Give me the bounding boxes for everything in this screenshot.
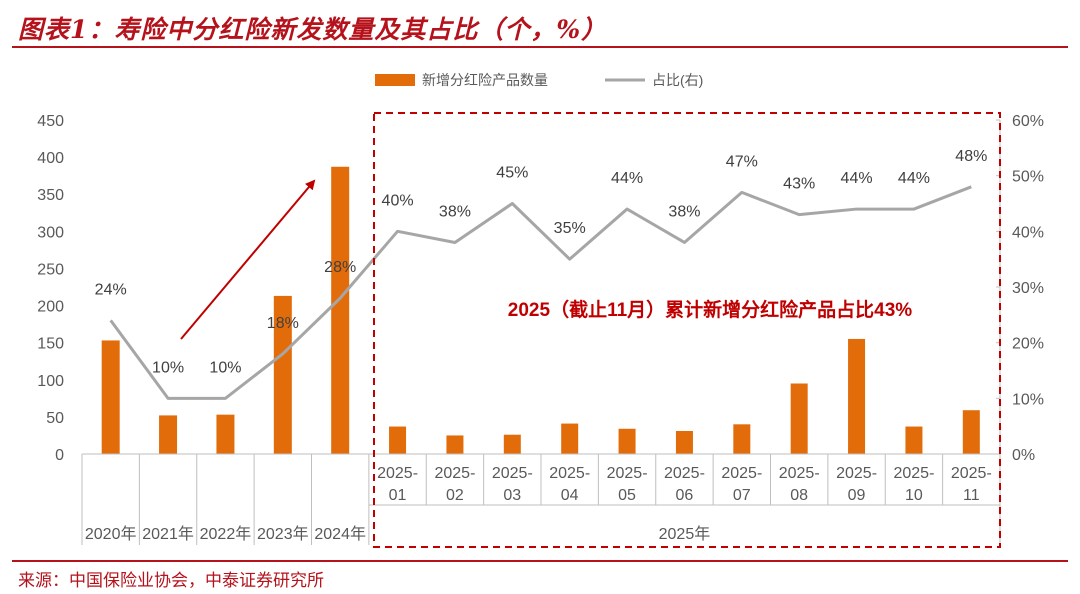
right-axis-tick-label: 30% bbox=[1012, 280, 1044, 297]
bar-2025-04 bbox=[561, 423, 579, 454]
share-label-2025-03: 45% bbox=[496, 165, 528, 182]
bar-2025-02 bbox=[446, 435, 464, 454]
legend-label-line: 占比(右) bbox=[652, 72, 703, 88]
share-label-2025-04: 35% bbox=[554, 220, 586, 237]
right-axis-tick-label: 60% bbox=[1012, 113, 1044, 130]
share-label-2025-10: 44% bbox=[898, 170, 930, 187]
x-tick-label: 2020年 bbox=[85, 525, 137, 543]
highlight-box-2025 bbox=[373, 112, 1001, 548]
x-tick-label: 04 bbox=[561, 487, 579, 504]
left-axis-tick-label: 250 bbox=[37, 261, 64, 278]
share-label-2025-06: 38% bbox=[668, 203, 700, 220]
right-axis: 0% 10% 20% 30% 40% 50% 60% bbox=[996, 113, 1044, 464]
x-tick-label: 2021年 bbox=[142, 525, 194, 543]
share-label-2024年: 28% bbox=[324, 259, 356, 276]
share-label-2022年: 10% bbox=[209, 359, 241, 376]
x-tick-label: 2022年 bbox=[200, 525, 252, 543]
share-label-2025-11: 48% bbox=[955, 148, 987, 165]
x-tick-label: 2025- bbox=[664, 465, 705, 482]
bar-series bbox=[101, 166, 980, 454]
x-tick-label: 2025- bbox=[377, 465, 418, 482]
title-divider bbox=[12, 46, 1068, 48]
x-tick-label: 06 bbox=[676, 487, 694, 504]
left-axis-tick-label: 0 bbox=[55, 447, 64, 464]
share-label-2025-08: 43% bbox=[783, 176, 815, 193]
bar-2025-10 bbox=[905, 426, 923, 454]
right-axis-tick-label: 10% bbox=[1012, 391, 1044, 408]
left-axis-tick-label: 350 bbox=[37, 187, 64, 204]
x-tick-label: 10 bbox=[905, 487, 923, 504]
bar-2025-06 bbox=[675, 430, 693, 454]
x-tick-label: 2025- bbox=[607, 465, 648, 482]
bar-2022年 bbox=[216, 414, 235, 454]
x-tick-label: 05 bbox=[618, 487, 636, 504]
bar-2025-03 bbox=[503, 434, 521, 454]
legend-label-bar: 新增分红险产品数量 bbox=[422, 72, 548, 88]
x-tick-label: 07 bbox=[733, 487, 751, 504]
left-axis-tick-label: 450 bbox=[37, 113, 64, 130]
x-tick-label: 2023年 bbox=[257, 525, 309, 543]
x-tick-label: 2025- bbox=[492, 465, 533, 482]
left-axis-tick-label: 400 bbox=[37, 150, 64, 167]
bar-2025-09 bbox=[848, 338, 866, 454]
x-tick-label: 01 bbox=[389, 487, 407, 504]
annotation-2025-share: 2025（截止11月）累计新增分红险产品占比43% bbox=[508, 298, 912, 321]
source-note: 来源：中国保险业协会，中泰证券研究所 bbox=[18, 571, 324, 591]
share-line bbox=[109, 185, 972, 400]
x-tick-label: 2024年 bbox=[314, 525, 366, 543]
bar-2020年 bbox=[101, 340, 120, 454]
x-group-label: 2025年 bbox=[659, 525, 711, 543]
share-label-2025-07: 47% bbox=[726, 153, 758, 170]
right-axis-tick-label: 0% bbox=[1012, 447, 1035, 464]
right-axis-tick-label: 50% bbox=[1012, 169, 1044, 186]
bar-2021年 bbox=[159, 415, 178, 454]
left-axis-tick-label: 100 bbox=[37, 373, 64, 390]
share-label-2025-05: 44% bbox=[611, 170, 643, 187]
bar-2025-11 bbox=[962, 410, 980, 454]
footer-divider bbox=[12, 560, 1068, 562]
x-tick-label: 2025- bbox=[434, 465, 475, 482]
x-tick-label: 03 bbox=[503, 487, 521, 504]
legend-swatch-bar bbox=[375, 74, 415, 86]
share-label-2025-09: 44% bbox=[841, 170, 873, 187]
x-tick-label: 08 bbox=[790, 487, 808, 504]
share-label-2021年: 10% bbox=[152, 359, 184, 376]
left-axis-tick-label: 300 bbox=[37, 224, 64, 241]
left-axis-tick-label: 150 bbox=[37, 336, 64, 353]
x-tick-label: 2025- bbox=[779, 465, 820, 482]
x-tick-label: 2025- bbox=[721, 465, 762, 482]
share-label-2020年: 24% bbox=[95, 281, 127, 298]
bar-2025-01 bbox=[389, 426, 407, 454]
bar-2025-07 bbox=[733, 424, 751, 454]
x-tick-label: 2025- bbox=[549, 465, 590, 482]
bar-2025-08 bbox=[790, 383, 808, 454]
right-axis-tick-label: 40% bbox=[1012, 224, 1044, 241]
x-tick-label: 09 bbox=[848, 487, 866, 504]
chart: 新增分红险产品数量 占比(右) 0501001502002503003504004… bbox=[37, 72, 1044, 548]
share-label-2023年: 18% bbox=[267, 315, 299, 332]
right-axis-tick-label: 20% bbox=[1012, 336, 1044, 353]
x-tick-label: 2025- bbox=[836, 465, 877, 482]
bar-2025-05 bbox=[618, 428, 636, 454]
x-tick-label: 2025- bbox=[893, 465, 934, 482]
x-tick-label: 2025- bbox=[951, 465, 992, 482]
share-label-2025-02: 38% bbox=[439, 203, 471, 220]
left-axis: 0 50 100 150 200 250 300 350 400 450 bbox=[37, 113, 64, 464]
left-axis-tick-label: 50 bbox=[46, 410, 64, 427]
trend-arrow bbox=[180, 179, 316, 340]
x-tick-label: 11 bbox=[963, 487, 980, 504]
legend: 新增分红险产品数量 占比(右) bbox=[375, 72, 703, 88]
line-series: 24% 10% 10% 18% 28% 40% 38% 45% 35% 44% 38% 47% 43% 4… bbox=[95, 148, 987, 400]
share-label-2025-01: 40% bbox=[382, 192, 414, 209]
bar-2024年 bbox=[331, 166, 350, 454]
annotations: 2025（截止11月）累计新增分红险产品占比43% bbox=[180, 112, 1001, 548]
bar-2023年 bbox=[273, 295, 292, 454]
x-tick-label: 02 bbox=[446, 487, 464, 504]
x-axis: 2020年 2021年 2022年 2023年 2024年 2025- 01 2025- 02 2… bbox=[81, 453, 1001, 545]
left-axis-tick-label: 200 bbox=[37, 299, 64, 316]
figure-title: 图表1：寿险中分红险新发数量及其占比（个，%） bbox=[18, 15, 608, 44]
